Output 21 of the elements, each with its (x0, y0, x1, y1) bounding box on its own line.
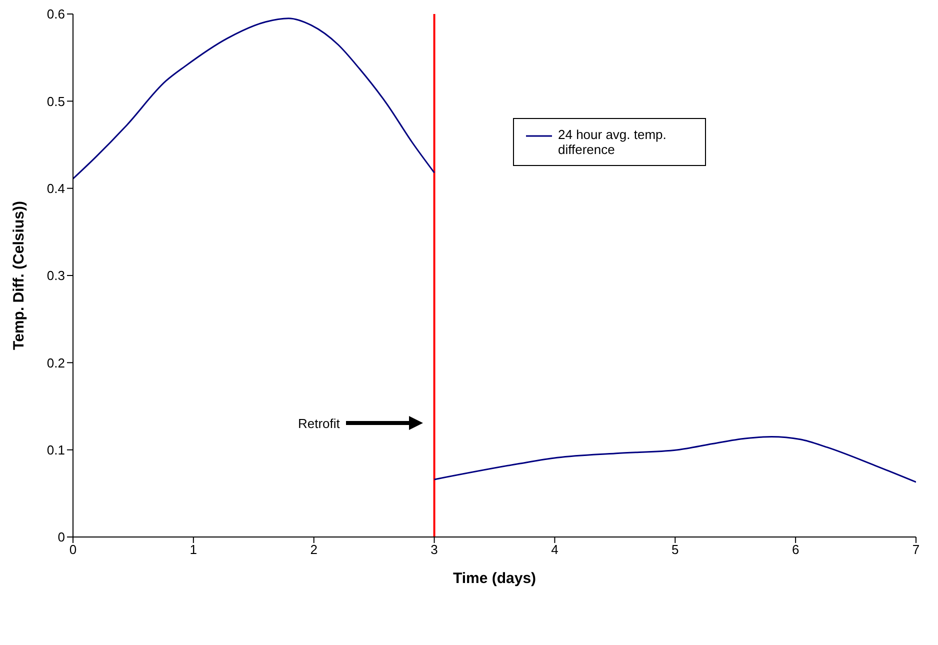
line-series (434, 436, 916, 483)
y-tick-label: 0.3 (46, 268, 65, 284)
x-tick-label: 1 (190, 542, 198, 558)
x-tick-label: 6 (792, 542, 800, 558)
legend-label: 24 hour avg. temp. difference (558, 127, 668, 157)
x-tick-label: 0 (69, 542, 77, 558)
y-tick-label: 0.5 (46, 94, 65, 109)
x-tick-label: 5 (672, 542, 679, 558)
y-tick-label: 0.4 (46, 180, 65, 196)
x-axis-title: Time (days) (452, 570, 536, 587)
y-tick-label: 0.6 (46, 6, 65, 22)
x-tick-label: 7 (912, 542, 920, 558)
x-tick-label: 3 (430, 542, 438, 558)
x-tick-label: 4 (551, 542, 558, 558)
y-tick-label: 0 (58, 530, 65, 545)
y-tick-label: 0.1 (46, 442, 65, 458)
line-series (73, 18, 436, 180)
y-axis-title: Temp. Diff. (Celsius)) (10, 201, 28, 350)
annotation: Retrofit (298, 416, 340, 430)
x-tick-label: 2 (310, 542, 318, 558)
y-tick-label: 0.2 (46, 355, 65, 370)
